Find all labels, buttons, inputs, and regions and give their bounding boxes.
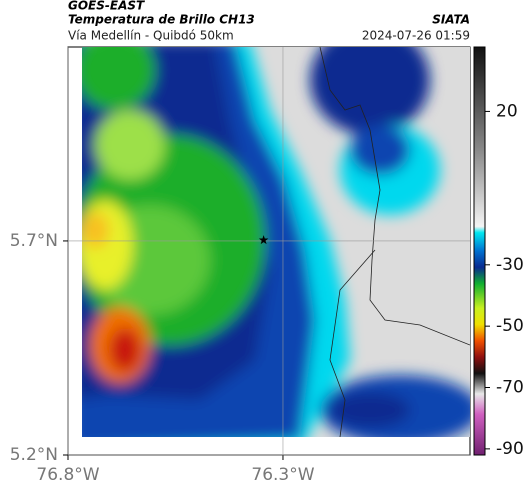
product: Temperatura de Brillo CH13: [68, 13, 255, 27]
datetime: 2024-07-26 01:59: [362, 29, 470, 43]
colorbar-tick-label: -50: [496, 316, 524, 336]
colorbar-tick-label: -90: [496, 439, 524, 459]
y-tick-label: 5.7°N: [10, 231, 58, 251]
station-marker: [258, 235, 269, 245]
colorbar-tick-label: 20: [496, 101, 518, 121]
x-tick-label: 76.8°W: [36, 465, 99, 485]
colorbar-tick-label: -70: [496, 378, 524, 398]
imagery: [82, 47, 470, 437]
source: GOES-EAST: [68, 0, 145, 13]
agency: SIATA: [432, 13, 470, 27]
colorbar: [473, 46, 486, 456]
y-tick-label: 5.2°N: [10, 445, 58, 465]
x-tick-label: 76.3°W: [251, 465, 314, 485]
axes: 76.8°W 76.3°W 5.2°N 5.7°N 20 -30 -50 -70 -90: [10, 47, 524, 485]
route: Vía Medellín - Quibdó 50km: [68, 29, 234, 43]
colorbar-tick-label: -30: [496, 255, 524, 275]
